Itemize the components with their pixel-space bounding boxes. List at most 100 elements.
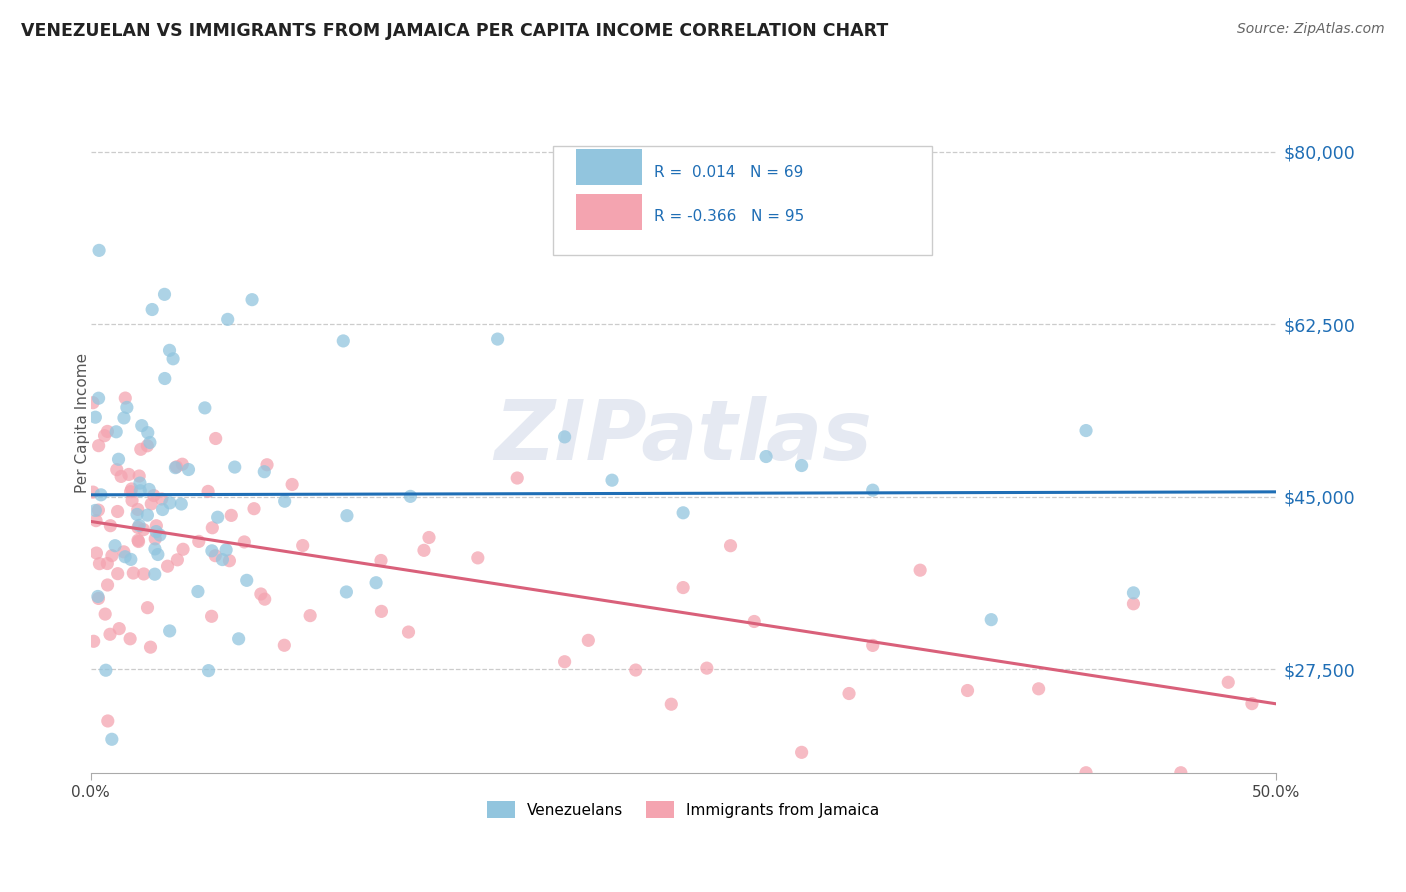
Point: [224, 460, 246, 475]
Point: [672, 506, 695, 520]
Point: [600, 473, 623, 487]
Point: [139, 640, 162, 655]
Point: [107, 452, 129, 467]
Point: [187, 584, 209, 599]
Point: [146, 548, 169, 562]
Point: [127, 502, 149, 516]
Point: [159, 496, 181, 510]
Point: [96, 425, 118, 439]
Point: [235, 574, 257, 588]
Point: [281, 477, 304, 491]
Point: [364, 575, 387, 590]
Point: [136, 425, 159, 440]
Point: [370, 553, 392, 567]
Text: R = -0.366   N = 95: R = -0.366 N = 95: [654, 210, 804, 225]
Point: [132, 566, 155, 581]
Point: [107, 504, 129, 518]
Point: [790, 458, 813, 473]
Point: [201, 544, 224, 558]
Point: [82, 395, 104, 409]
Point: [256, 458, 278, 472]
Point: [166, 553, 188, 567]
Point: [413, 543, 436, 558]
Point: [790, 745, 813, 759]
Point: [141, 302, 163, 317]
Point: [335, 585, 357, 599]
Point: [84, 514, 107, 528]
Point: [108, 622, 131, 636]
Point: [506, 471, 529, 485]
Point: [217, 312, 239, 326]
Point: [554, 430, 576, 444]
Point: [143, 567, 166, 582]
Point: [136, 508, 159, 522]
Point: [204, 432, 226, 446]
Point: [152, 502, 174, 516]
Text: VENEZUELAN VS IMMIGRANTS FROM JAMAICA PER CAPITA INCOME CORRELATION CHART: VENEZUELAN VS IMMIGRANTS FROM JAMAICA PE…: [21, 22, 889, 40]
Point: [120, 632, 142, 646]
Point: [1122, 597, 1144, 611]
Point: [187, 534, 209, 549]
Legend: Venezuelans, Immigrants from Jamaica: Venezuelans, Immigrants from Jamaica: [481, 795, 886, 824]
Point: [755, 450, 778, 464]
Point: [90, 488, 112, 502]
Point: [370, 604, 392, 618]
Point: [139, 435, 162, 450]
Point: [1074, 424, 1097, 438]
Point: [115, 401, 138, 415]
Point: [204, 549, 226, 563]
Point: [94, 663, 117, 677]
Point: [87, 590, 110, 604]
Point: [1028, 681, 1050, 696]
Point: [194, 401, 217, 415]
Point: [125, 508, 148, 522]
Point: [120, 484, 142, 499]
Point: [87, 439, 110, 453]
Point: [101, 549, 124, 563]
Point: [87, 591, 110, 606]
Point: [156, 559, 179, 574]
Point: [97, 714, 120, 728]
Point: [250, 587, 273, 601]
Point: [243, 501, 266, 516]
Point: [980, 613, 1002, 627]
Point: [486, 332, 509, 346]
Point: [554, 655, 576, 669]
Point: [672, 581, 695, 595]
Point: [291, 539, 314, 553]
Point: [659, 697, 682, 711]
Point: [87, 244, 110, 258]
Point: [624, 663, 647, 677]
Point: [143, 532, 166, 546]
Point: [172, 542, 194, 557]
Point: [838, 686, 860, 700]
Text: R =  0.014   N = 69: R = 0.014 N = 69: [654, 165, 803, 180]
Point: [273, 494, 295, 508]
Point: [114, 391, 136, 405]
Point: [197, 664, 219, 678]
Point: [1240, 697, 1263, 711]
Point: [240, 293, 263, 307]
Point: [200, 609, 222, 624]
Point: [253, 465, 276, 479]
Point: [862, 639, 884, 653]
Point: [150, 491, 173, 506]
Point: [142, 489, 165, 503]
Point: [83, 634, 105, 648]
Point: [159, 624, 181, 638]
Point: [742, 615, 765, 629]
Point: [89, 557, 111, 571]
FancyBboxPatch shape: [576, 194, 641, 230]
Point: [104, 539, 127, 553]
Point: [215, 542, 238, 557]
FancyBboxPatch shape: [553, 146, 932, 255]
Point: [100, 518, 122, 533]
Point: [576, 633, 599, 648]
Point: [138, 483, 160, 497]
Point: [399, 489, 422, 503]
Point: [696, 661, 718, 675]
Point: [211, 552, 233, 566]
Point: [165, 460, 187, 475]
Point: [170, 497, 193, 511]
Point: [153, 287, 176, 301]
